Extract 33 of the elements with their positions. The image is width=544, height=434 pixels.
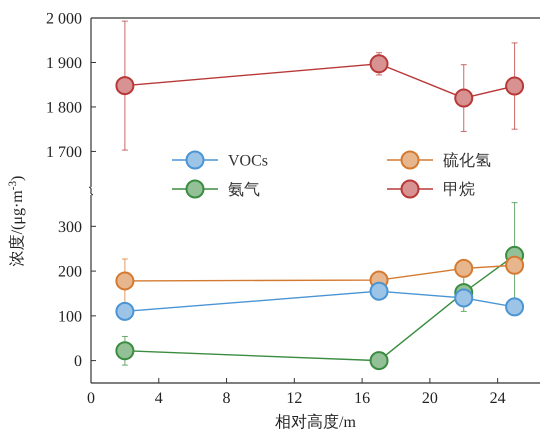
x-axis-title: 相对高度/m [275,413,356,431]
x-tick-label: 4 [154,390,163,407]
y-tick-label: 200 [58,264,82,281]
y-tick-label: 2 000 [46,10,82,28]
point [505,297,524,316]
point [454,288,474,308]
x-tick-label: 16 [354,390,370,407]
point [454,88,474,108]
x-tick-label: 12 [286,390,302,407]
point [370,54,389,74]
legend-label: 甲烷 [443,180,475,199]
point [505,256,524,275]
x-tick-label: 8 [222,390,231,407]
y-tick-label: 1 800 [46,100,82,117]
point [115,341,134,360]
legend-label: VOCs [228,152,268,170]
point [505,76,524,96]
y-tick-label: 0 [74,353,82,370]
point [115,271,134,290]
legend-label: 氨气 [228,182,260,199]
point [115,76,134,96]
point [454,258,474,278]
point [370,351,389,370]
point [115,302,134,321]
x-tick-label: 24 [490,390,506,407]
x-tick-label: 20 [422,390,438,407]
y-tick-label: 1 900 [46,55,82,72]
legend-label: 硫化氢 [443,152,491,170]
point [370,282,389,301]
x-tick-label: 0 [87,390,95,407]
y-tick-label: 1 700 [46,144,82,162]
y-tick-label: 300 [58,218,82,236]
y-tick-label: 100 [58,308,82,326]
